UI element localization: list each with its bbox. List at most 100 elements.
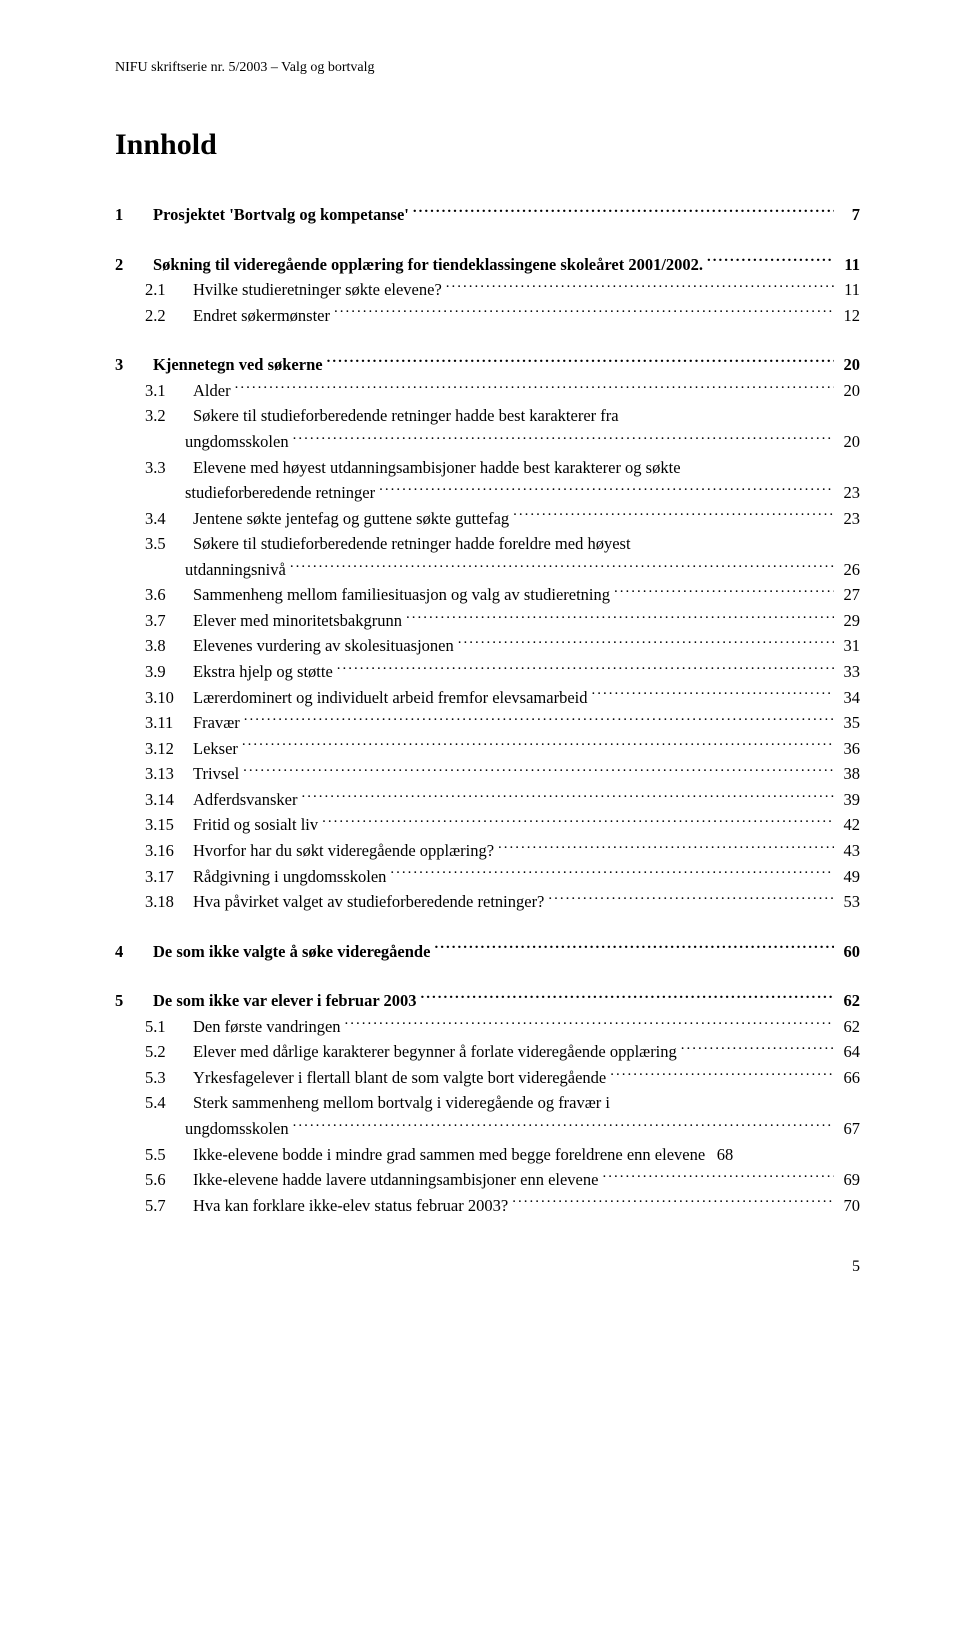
toc-entry-number: 5.6: [145, 1167, 185, 1193]
toc-sub-entry: 3.18 Hva påvirket valget av studieforbere…: [115, 889, 860, 915]
toc-entry-number: 5.1: [145, 1014, 185, 1040]
toc-sub-entry: 3.11 Fravær 35: [115, 710, 860, 736]
toc-entry-label: De som ikke var elever i februar 2003: [153, 988, 417, 1014]
toc-entry-page: 60: [838, 939, 860, 965]
toc-sub-entry: 3.1Alder20: [115, 378, 860, 404]
toc-chapter-entry: 4De som ikke valgte å søke videregående6…: [115, 939, 860, 965]
toc-sub-entry: 3.15 Fritid og sosialt liv 42: [115, 812, 860, 838]
toc-sub-entry-continuation: studieforberedende retninger23: [115, 480, 860, 506]
toc-entry-number: 3.18: [145, 889, 185, 915]
toc-entry-page: 11: [838, 252, 860, 278]
toc-entry-label: Den første vandringen: [193, 1014, 341, 1040]
toc-sub-entry: 3.12Lekser36: [115, 736, 860, 762]
toc-entry-number: 5.7: [145, 1193, 185, 1219]
toc-entry-number: 3.11: [145, 710, 185, 736]
toc-entry-number: 3.5: [145, 531, 185, 557]
toc-sub-entry: 3.13Trivsel38: [115, 761, 860, 787]
toc-leader-dots: [421, 990, 834, 1007]
toc-entry-label: ungdomsskolen: [185, 429, 289, 455]
toc-entry-page: 20: [838, 352, 860, 378]
toc-entry-page: 12: [838, 303, 860, 329]
toc-entry-page: 62: [838, 1014, 860, 1040]
toc-sub-entry: 5.4Sterk sammenheng mellom bortvalg i vi…: [115, 1090, 860, 1116]
page-title: Innhold: [115, 128, 860, 162]
toc-entry-label: Ikke-elevene hadde lavere utdanningsambi…: [193, 1167, 598, 1193]
toc-sub-entry: 5.5Ikke-elevene bodde i mindre grad samm…: [115, 1142, 860, 1168]
toc-leader-dots: [446, 279, 834, 296]
toc-entry-number: 2.2: [145, 303, 185, 329]
toc-entry-label: Fritid og sosialt liv: [193, 812, 318, 838]
toc-sub-entry-continuation: ungdomsskolen67: [115, 1116, 860, 1142]
toc-entry-page: 34: [838, 685, 860, 711]
toc-section: 1Prosjektet 'Bortvalg og kompetanse'7: [115, 202, 860, 228]
toc-entry-number: 3.6: [145, 582, 185, 608]
toc-entry-label: Søkere til studieforberedende retninger …: [193, 403, 619, 429]
toc-entry-label: Hva påvirket valget av studieforberedend…: [193, 889, 544, 915]
toc-leader-dots: [293, 430, 834, 447]
toc-leader-dots: [602, 1169, 834, 1186]
toc-entry-label: Elevenes vurdering av skolesituasjonen: [193, 633, 454, 659]
toc-entry-label: De som ikke valgte å søke videregående: [153, 939, 430, 965]
toc-leader-dots: [707, 253, 834, 270]
toc-sub-entry: 3.16 Hvorfor har du søkt videregående opp…: [115, 838, 860, 864]
toc-entry-page: 39: [838, 787, 860, 813]
toc-sub-entry: 3.8Elevenes vurdering av skolesituasjone…: [115, 633, 860, 659]
toc-leader-dots: [322, 814, 834, 831]
toc-entry-page: 31: [838, 633, 860, 659]
toc-leader-dots: [548, 891, 834, 908]
toc-leader-dots: [242, 737, 834, 754]
toc-leader-dots: [592, 686, 835, 703]
toc-entry-page: 20: [838, 429, 860, 455]
toc-entry-page: 70: [838, 1193, 860, 1219]
toc-entry-label: Fravær: [193, 710, 240, 736]
toc-leader-dots: [327, 354, 834, 371]
toc-section: 5De som ikke var elever i februar 200362…: [115, 988, 860, 1218]
table-of-contents: 1Prosjektet 'Bortvalg og kompetanse'7 2Sø…: [115, 202, 860, 1218]
toc-leader-dots: [293, 1118, 834, 1135]
toc-sub-entry: 3.3Elevene med høyest utdanningsambisjon…: [115, 455, 860, 481]
toc-sub-entry: 3.7Elever med minoritetsbakgrunn29: [115, 608, 860, 634]
toc-entry-page: 43: [838, 838, 860, 864]
toc-sub-entry: 5.6 Ikke-elevene hadde lavere utdanningsa…: [115, 1167, 860, 1193]
toc-entry-page: 27: [838, 582, 860, 608]
toc-section: 4De som ikke valgte å søke videregående6…: [115, 939, 860, 965]
toc-sub-entry-continuation: utdanningsnivå26: [115, 557, 860, 583]
toc-entry-label: Sammenheng mellom familiesituasjon og va…: [193, 582, 610, 608]
toc-entry-number: 3.2: [145, 403, 185, 429]
toc-leader-dots: [301, 788, 834, 805]
toc-entry-label: Hvorfor har du søkt videregående opplæri…: [193, 838, 494, 864]
toc-sub-entry: 3.5 Søkere til studieforberedende retning…: [115, 531, 860, 557]
toc-leader-dots: [290, 558, 834, 575]
toc-chapter-entry: 5De som ikke var elever i februar 200362: [115, 988, 860, 1014]
toc-entry-page: 33: [838, 659, 860, 685]
toc-entry-label: Hvilke studieretninger søkte elevene?: [193, 277, 442, 303]
toc-entry-label: Søkere til studieforberedende retninger …: [193, 531, 631, 557]
toc-entry-number: 3.10: [145, 685, 185, 711]
toc-chapter-entry: 2Søkning til videregående opplæring for …: [115, 252, 860, 278]
toc-entry-label: Yrkesfagelever i flertall blant de som v…: [193, 1065, 606, 1091]
toc-entry-number: 3.15: [145, 812, 185, 838]
toc-entry-label: Elever med dårlige karakterer begynner å…: [193, 1039, 677, 1065]
toc-entry-number: 5.4: [145, 1090, 185, 1116]
toc-entry-page: 42: [838, 812, 860, 838]
toc-entry-label: Elevene med høyest utdanningsambisjoner …: [193, 455, 681, 481]
toc-chapter-entry: 1Prosjektet 'Bortvalg og kompetanse'7: [115, 202, 860, 228]
toc-entry-number: 3.12: [145, 736, 185, 762]
toc-entry-number: 5.3: [145, 1065, 185, 1091]
toc-entry-label: Søkning til videregående opplæring for t…: [153, 252, 703, 278]
toc-entry-number: 3.14: [145, 787, 185, 813]
toc-entry-number: 5.2: [145, 1039, 185, 1065]
toc-leader-dots: [610, 1066, 834, 1083]
toc-sub-entry: 5.7 Hva kan forklare ikke-elev status feb…: [115, 1193, 860, 1219]
toc-entry-page: 7: [838, 202, 860, 228]
toc-leader-dots: [498, 839, 834, 856]
toc-entry-label: ungdomsskolen: [185, 1116, 289, 1142]
toc-entry-page: 20: [838, 378, 860, 404]
toc-entry-page: 35: [838, 710, 860, 736]
toc-entry-page: 66: [838, 1065, 860, 1091]
toc-entry-page: 49: [838, 864, 860, 890]
toc-entry-page: 29: [838, 608, 860, 634]
toc-entry-number: 3.16: [145, 838, 185, 864]
toc-entry-label: Hva kan forklare ikke-elev status februa…: [193, 1193, 508, 1219]
toc-entry-label: Alder: [193, 378, 231, 404]
